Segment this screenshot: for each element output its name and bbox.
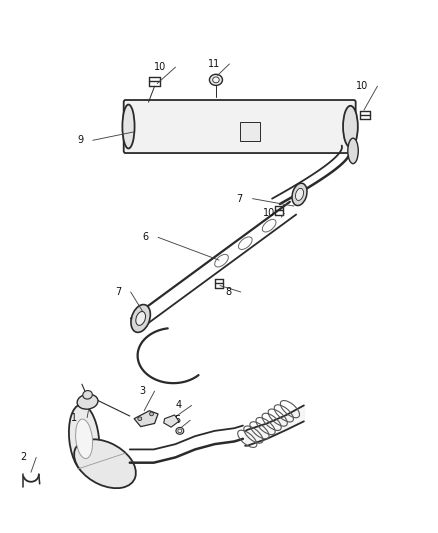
Text: 8: 8 — [225, 287, 231, 297]
Ellipse shape — [176, 427, 184, 434]
Ellipse shape — [136, 311, 145, 326]
Ellipse shape — [292, 183, 307, 206]
Text: 4: 4 — [176, 400, 182, 410]
Ellipse shape — [178, 429, 182, 433]
Text: 5: 5 — [174, 415, 181, 425]
Ellipse shape — [343, 106, 358, 147]
Text: 10: 10 — [356, 81, 368, 91]
Ellipse shape — [209, 74, 223, 85]
Text: 11: 11 — [208, 59, 220, 69]
Ellipse shape — [122, 104, 134, 149]
Ellipse shape — [348, 138, 358, 164]
Text: 9: 9 — [77, 135, 83, 146]
Ellipse shape — [76, 419, 92, 458]
Text: 1: 1 — [71, 413, 78, 423]
Bar — [240, 122, 260, 141]
Text: 7: 7 — [115, 287, 121, 297]
Ellipse shape — [74, 439, 136, 488]
Ellipse shape — [213, 77, 219, 83]
Ellipse shape — [77, 394, 98, 409]
Polygon shape — [164, 415, 179, 427]
Polygon shape — [134, 411, 158, 426]
Ellipse shape — [296, 188, 304, 200]
Text: 7: 7 — [237, 193, 243, 204]
Ellipse shape — [150, 412, 153, 416]
Text: 3: 3 — [139, 386, 145, 396]
FancyBboxPatch shape — [124, 100, 356, 153]
Text: 10: 10 — [262, 208, 275, 219]
Ellipse shape — [131, 304, 150, 333]
Text: 6: 6 — [142, 232, 148, 243]
Text: 10: 10 — [154, 62, 166, 72]
Ellipse shape — [138, 417, 142, 421]
Ellipse shape — [83, 391, 92, 399]
Text: 2: 2 — [21, 453, 27, 463]
Ellipse shape — [69, 405, 99, 473]
